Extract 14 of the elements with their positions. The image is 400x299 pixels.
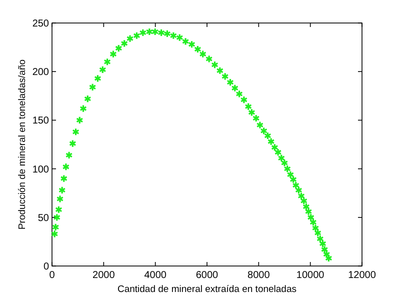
x-tick-label: 6000 [196,270,219,281]
y-tick-label: 100 [32,164,50,176]
y-tick-label: 50 [38,212,50,224]
x-tick-label: 4000 [144,270,167,281]
x-tick-label: 8000 [248,270,270,281]
y-tick-label: 200 [32,67,50,78]
x-tick-label: 2000 [92,270,116,281]
y-tick-label: 250 [32,18,50,30]
y-axis-title: Producción de mineral en toneladas/año [17,59,28,230]
x-axis-title: Cantidad de mineral extraída en toneladas [117,284,297,295]
x-tick-label: 10000 [296,270,325,281]
y-tick-label: 0 [43,262,50,272]
y-tick-label: 150 [32,116,50,127]
x-tick-label: 12000 [348,270,376,281]
